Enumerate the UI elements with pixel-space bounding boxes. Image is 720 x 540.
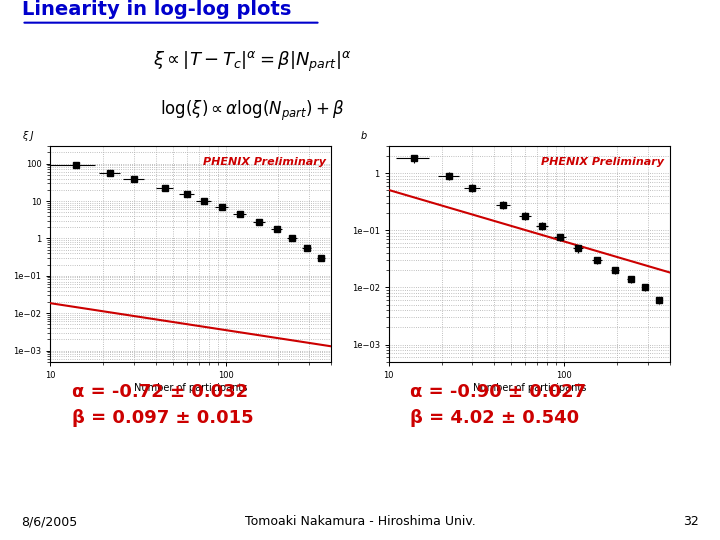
Text: Tomoaki Nakamura - Hiroshima Univ.: Tomoaki Nakamura - Hiroshima Univ. (245, 515, 475, 528)
Text: α = -0.72 ± 0.032: α = -0.72 ± 0.032 (72, 383, 248, 401)
Text: 32: 32 (683, 515, 698, 528)
Text: PHENIX Preliminary: PHENIX Preliminary (202, 157, 325, 167)
Text: $\xi \propto |T - T_c|^{\alpha} = \beta |N_{part}|^{\alpha}$: $\xi \propto |T - T_c|^{\alpha} = \beta … (153, 50, 351, 74)
Text: 8/6/2005: 8/6/2005 (22, 515, 78, 528)
Text: β = 4.02 ± 0.540: β = 4.02 ± 0.540 (410, 409, 580, 427)
Text: b: b (361, 131, 367, 141)
Text: β = 0.097 ± 0.015: β = 0.097 ± 0.015 (72, 409, 253, 427)
X-axis label: Number of participants: Number of participants (134, 383, 248, 393)
Text: $\log(\xi) \propto \alpha \log(N_{part}) + \beta$: $\log(\xi) \propto \alpha \log(N_{part})… (160, 99, 344, 123)
Text: α = -0.90 ± 0.027: α = -0.90 ± 0.027 (410, 383, 587, 401)
Text: PHENIX Preliminary: PHENIX Preliminary (541, 157, 664, 167)
Text: Linearity in log-log plots: Linearity in log-log plots (22, 0, 291, 19)
Text: ξ J: ξ J (22, 131, 34, 141)
X-axis label: Number of participants: Number of participants (472, 383, 586, 393)
